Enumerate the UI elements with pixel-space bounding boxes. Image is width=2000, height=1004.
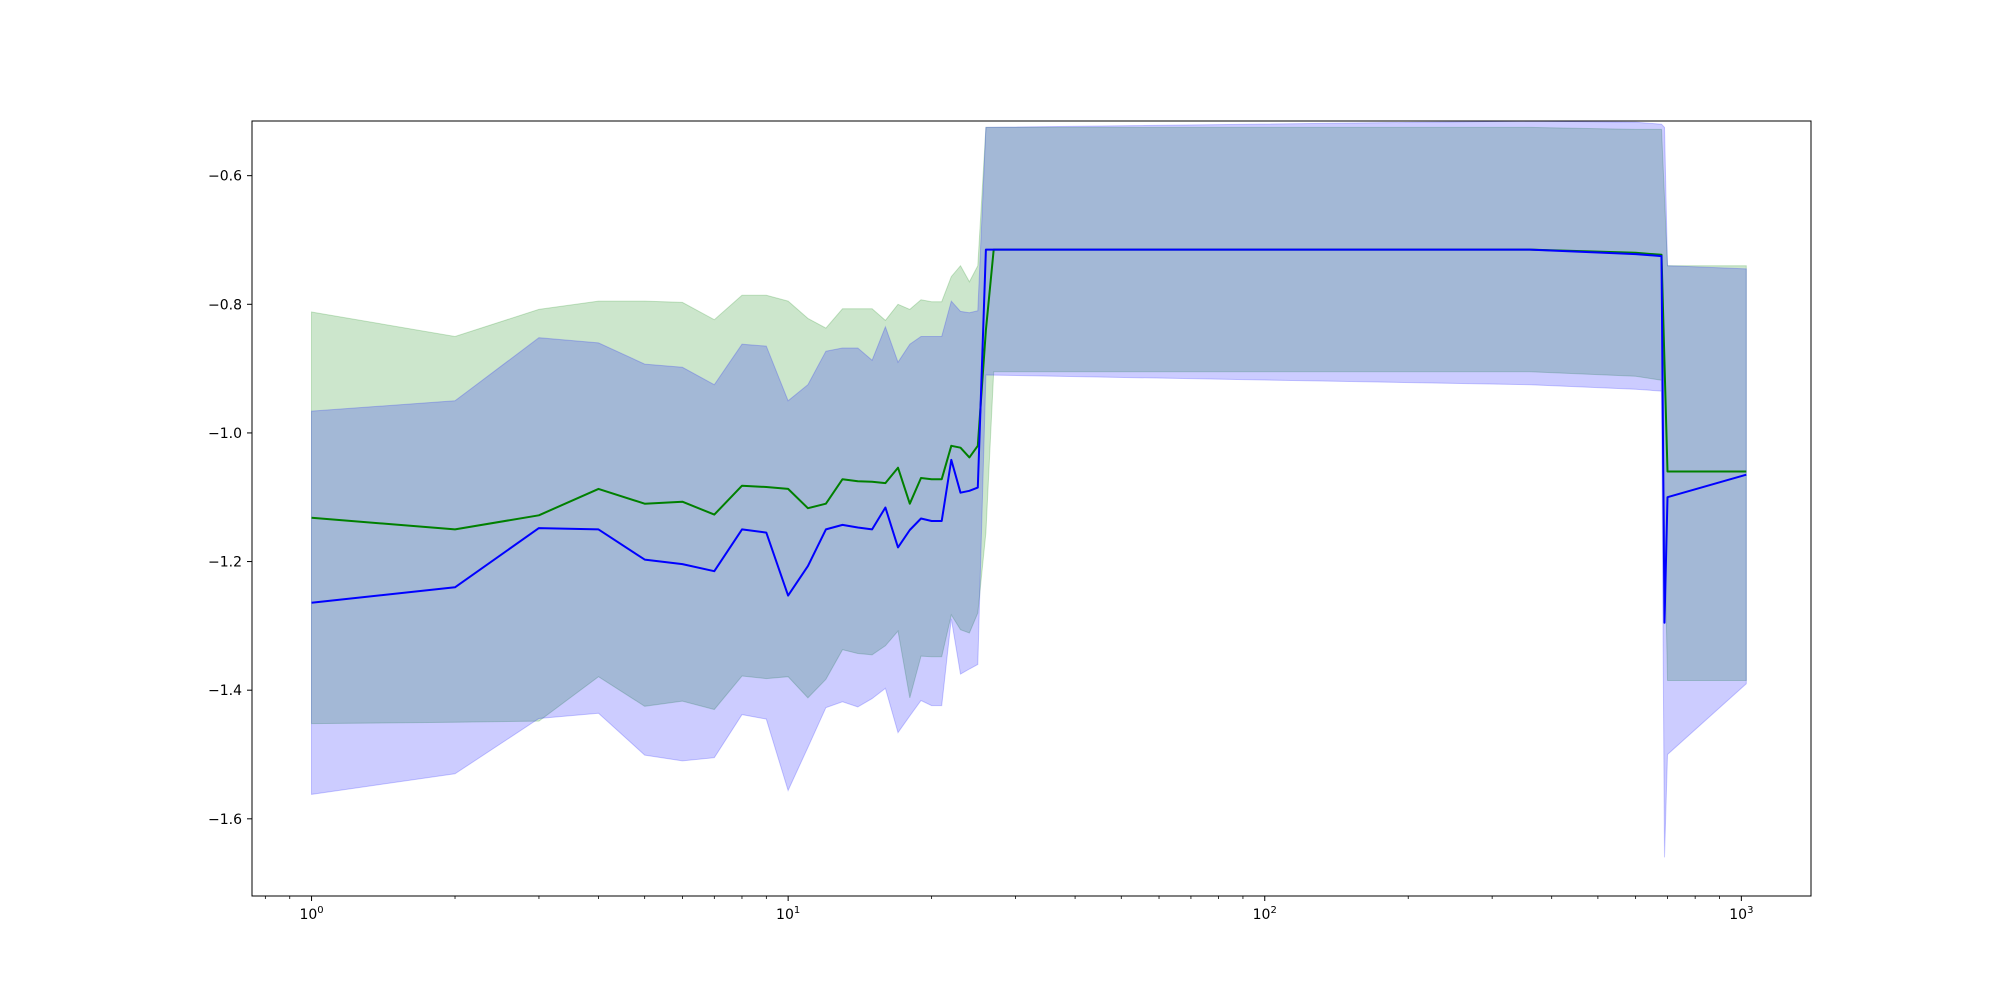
y-axis: −0.6 −0.8 −1.0 −1.2 −1.4 −1.6: [208, 169, 252, 828]
plot-frame: [251, 120, 1812, 897]
y-tick-label: −0.6: [208, 169, 242, 185]
series-2-line: [311, 248, 1747, 624]
y-tick-label: −1.0: [208, 426, 242, 442]
x-tick-label: 101: [776, 905, 800, 923]
x-tick-label: 100: [299, 905, 323, 923]
confidence-bands: [311, 121, 1747, 858]
y-tick-label: −0.8: [208, 297, 242, 313]
series-lines: [311, 248, 1747, 624]
y-tick-label: −1.4: [208, 683, 242, 699]
y-tick-label: −1.6: [208, 812, 242, 828]
x-tick-label: 103: [1729, 905, 1753, 923]
series-2-band: [311, 121, 1747, 858]
series-1-band: [311, 126, 1747, 725]
x-tick-label: 102: [1253, 905, 1277, 923]
y-tick-label: −1.2: [208, 555, 242, 571]
x-axis: 100 101 102 103: [264, 896, 1753, 923]
